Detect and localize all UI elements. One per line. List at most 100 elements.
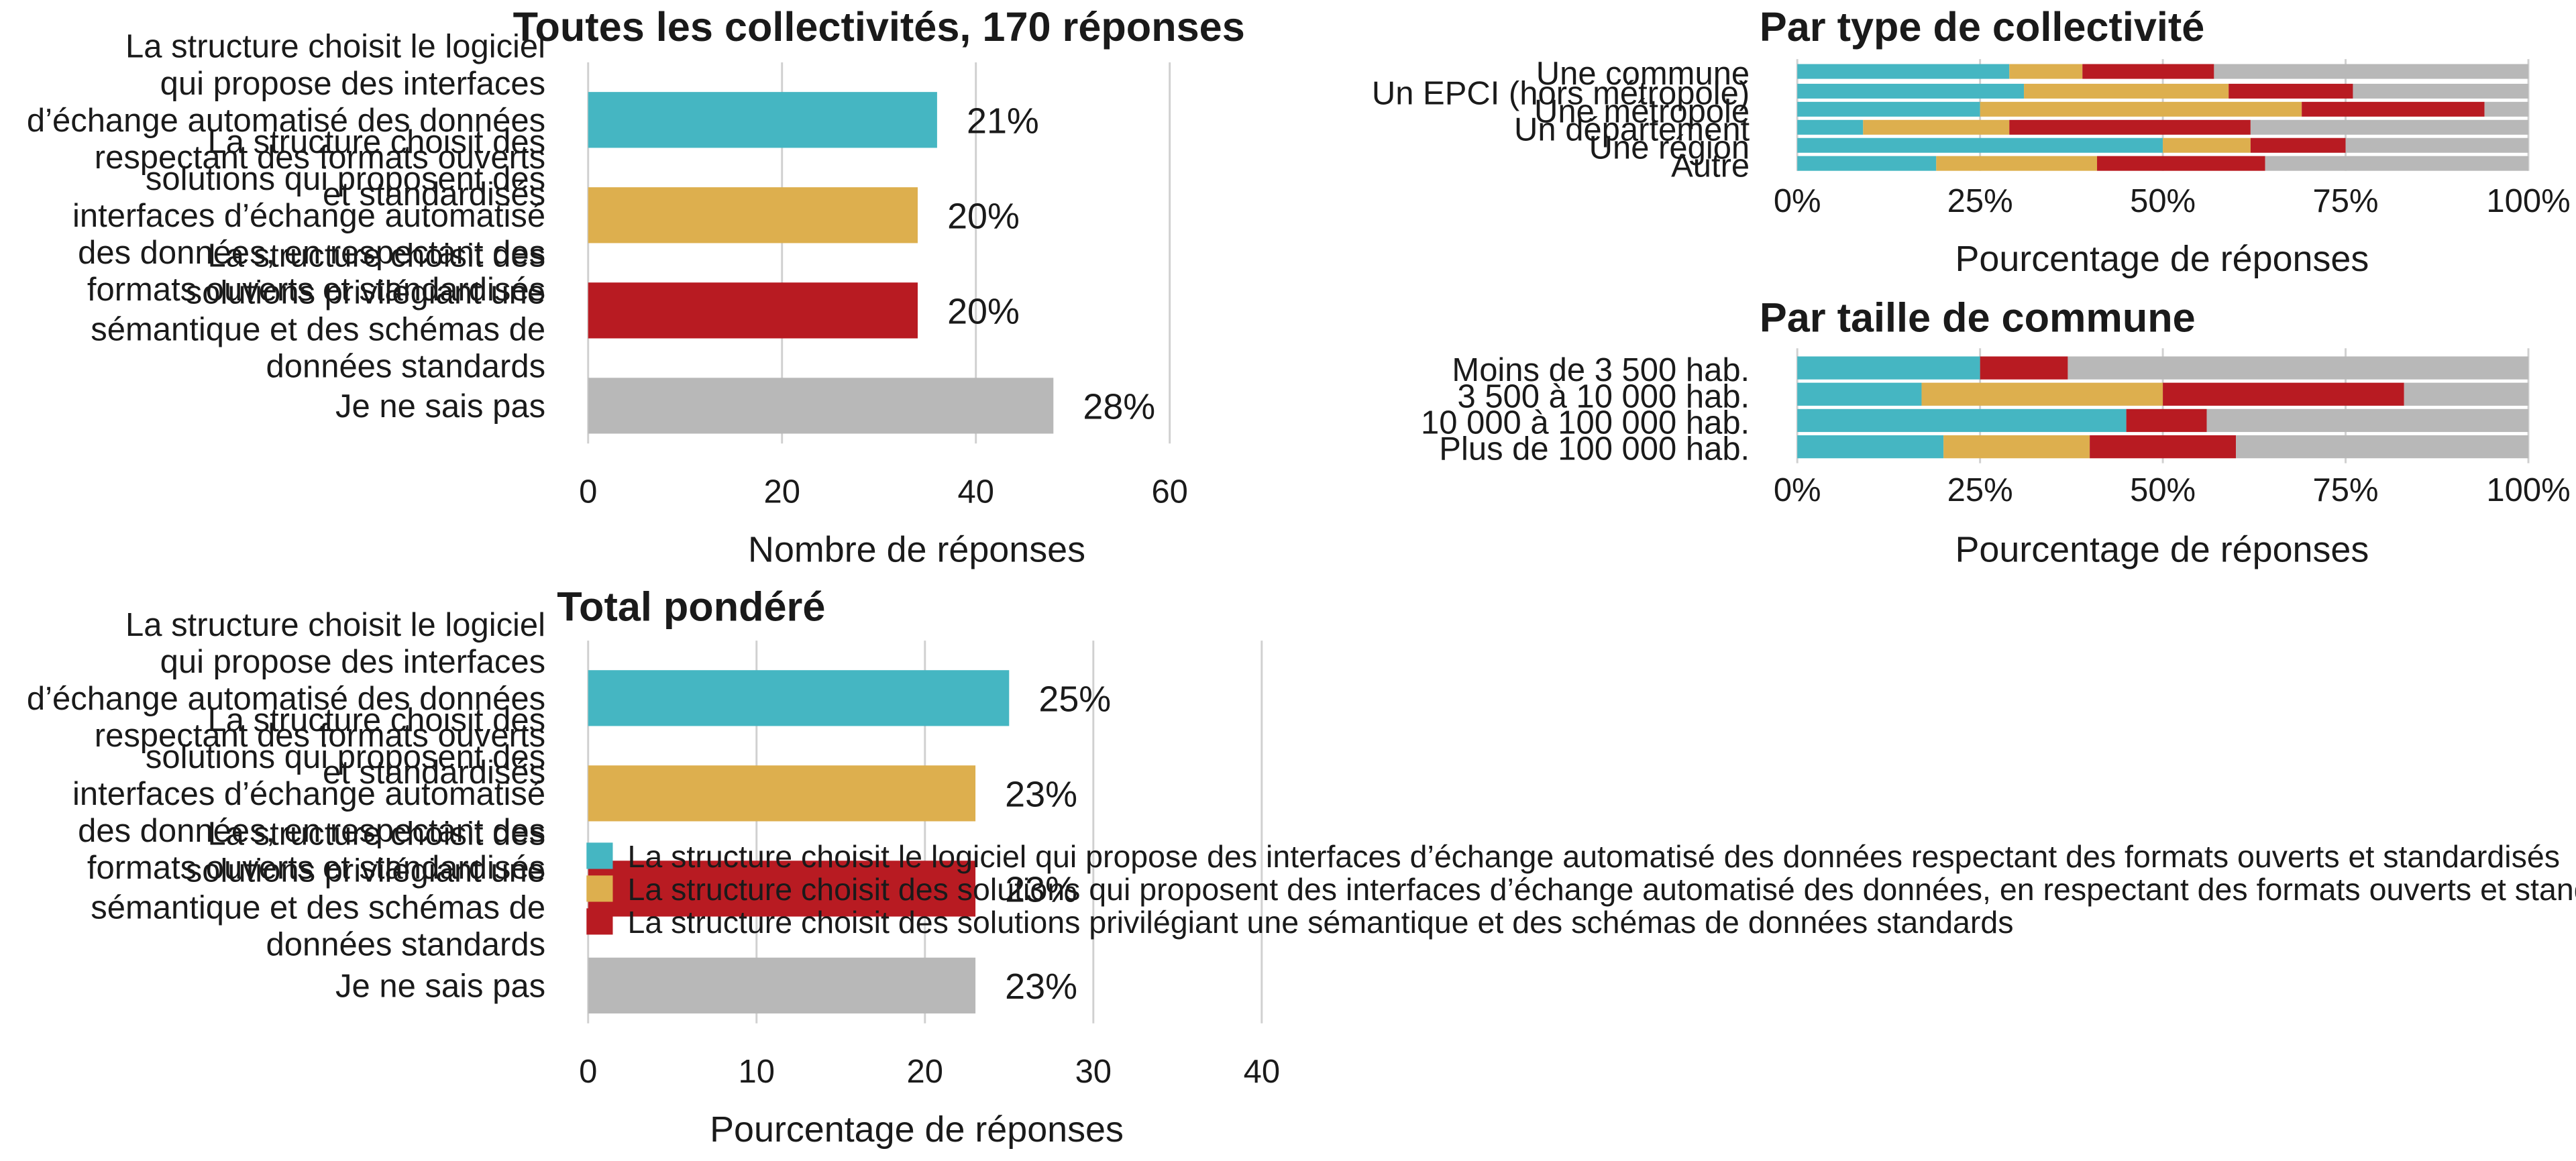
category-label-line: sémantique et des schémas de xyxy=(91,890,545,926)
legend-label: La structure choisit des solutions privi… xyxy=(628,905,2014,940)
stacked-segment xyxy=(2068,356,2529,380)
stacked-segment xyxy=(1943,435,2090,459)
bar xyxy=(588,861,976,917)
category-label: Une commune xyxy=(1536,56,1750,92)
stacked-segment xyxy=(1797,435,1944,459)
category-label-line: respectant des formats ouverts xyxy=(95,718,545,754)
legend-label: La structure choisit le logiciel qui pro… xyxy=(628,839,2560,874)
x-tick-label: 10 xyxy=(739,1054,775,1090)
stacked-segment xyxy=(2302,101,2485,117)
legend: La structure choisit le logiciel qui pro… xyxy=(586,839,2576,940)
stacked-segment xyxy=(2024,83,2229,99)
category-label: La structure choisit des solutions qui pr… xyxy=(72,124,545,308)
data-label: 23% xyxy=(1005,966,1077,1007)
x-tick-label: 50% xyxy=(2130,472,2196,508)
category-label-line: La structure choisit le logiciel xyxy=(125,29,545,65)
x-tick-label: 0 xyxy=(579,474,597,510)
category-label-line: Je ne sais pas xyxy=(335,388,545,425)
data-label: 28% xyxy=(1083,386,1155,427)
bars-weighted xyxy=(588,670,1010,1014)
category-labels-all: La structure choisit le logiciel qui prop… xyxy=(27,29,545,425)
stacked-segment xyxy=(1797,119,1864,135)
legend-swatch xyxy=(586,908,613,935)
bar xyxy=(588,187,918,243)
x-ticks-weighted: 0 10 20 30 40 xyxy=(579,1054,1280,1090)
bar xyxy=(588,92,937,148)
x-tick-label: 25% xyxy=(1947,472,2013,508)
bars-all xyxy=(588,92,1054,434)
category-label-line: respectant des formats ouverts xyxy=(95,140,545,176)
category-label-line: interfaces d’échange automatisé xyxy=(72,776,545,812)
bar xyxy=(588,957,976,1014)
stacked-segment xyxy=(2265,156,2529,171)
category-label-line: Je ne sais pas xyxy=(335,969,545,1005)
stacked-segment xyxy=(2009,119,2251,135)
stacked-segment xyxy=(2163,382,2404,406)
legend-swatch xyxy=(586,842,613,869)
x-tick-label: 100% xyxy=(2486,183,2570,219)
data-label: 23% xyxy=(1005,774,1077,814)
category-label-line: et standardisés xyxy=(323,176,545,213)
x-tick-label: 40 xyxy=(957,474,994,510)
category-label-line: d’échange automatisé des données xyxy=(27,681,545,717)
stacked-segment xyxy=(2404,382,2529,406)
bar xyxy=(588,670,1010,726)
category-label: Je ne sais pas xyxy=(335,388,545,425)
x-axis-label-weighted: Pourcentage de réponses xyxy=(710,1109,1124,1150)
stacked-segment xyxy=(2126,408,2207,433)
stacked-segment xyxy=(2214,64,2529,79)
category-label-line: La structure choisit le logiciel xyxy=(125,607,545,643)
x-axis-label-size: Pourcentage de réponses xyxy=(1955,530,2369,570)
x-tick-label: 100% xyxy=(2486,472,2570,508)
data-label: 20% xyxy=(947,196,1020,236)
stacked-segment xyxy=(1797,137,2163,153)
x-tick-label: 75% xyxy=(2313,472,2379,508)
stacked-segment xyxy=(2082,64,2214,79)
x-tick-label: 0% xyxy=(1774,472,1821,508)
category-labels-size: Moins de 3 500 hab.3 500 à 10 000 hab.10… xyxy=(1421,352,1750,467)
bars-size xyxy=(1797,356,2529,459)
category-labels-weighted: La structure choisit le logiciel qui prop… xyxy=(27,607,545,1005)
category-label-line: des données, en respectant des xyxy=(78,813,545,849)
data-label: 25% xyxy=(1038,679,1111,719)
category-label: Plus de 100 000 hab. xyxy=(1439,431,1750,467)
x-tick-label: 75% xyxy=(2313,183,2379,219)
stacked-segment xyxy=(2009,64,2083,79)
legend-swatch xyxy=(586,875,613,902)
x-tick-label: 20 xyxy=(907,1054,943,1090)
category-label: Un département xyxy=(1514,111,1750,148)
bar xyxy=(588,378,1054,434)
panel-weighted: 25% 23% 23% 23% 0 10 20 30 40 La structure choi… xyxy=(27,584,1280,1150)
data-labels-all: 21% 20% 20% 28% xyxy=(947,101,1155,427)
category-label: La structure choisit le logiciel qui prop… xyxy=(27,607,545,791)
title-all: Toutes les collectivités, 170 réponses xyxy=(513,4,1245,50)
category-label: Un EPCI (hors métropole) xyxy=(1372,76,1750,112)
stacked-segment xyxy=(1980,356,2068,380)
category-label-line: solutions qui proposent des xyxy=(146,739,545,775)
stacked-segment xyxy=(2250,119,2529,135)
x-tick-label: 30 xyxy=(1075,1054,1112,1090)
stacked-segment xyxy=(1936,156,2098,171)
category-label: Une région xyxy=(1589,129,1750,166)
category-label-line: sémantique et des schémas de xyxy=(91,312,545,348)
x-tick-label: 0% xyxy=(1774,183,1821,219)
x-tick-label: 40 xyxy=(1244,1054,1280,1090)
x-ticks-all: 0 20 40 60 xyxy=(579,474,1188,510)
stacked-segment xyxy=(1797,156,1937,171)
category-label-line: La structure choisit des xyxy=(208,816,546,852)
category-label: La structure choisit des solutions privil… xyxy=(91,237,545,384)
x-tick-label: 60 xyxy=(1151,474,1187,510)
data-label: 23% xyxy=(1005,870,1077,910)
x-axis-label-all: Nombre de réponses xyxy=(748,530,1085,570)
title-type: Par type de collectivité xyxy=(1760,4,2204,50)
x-ticks-size: 0% 25% 50% 75% 100% xyxy=(1774,472,2571,508)
category-label: La structure choisit des solutions qui pr… xyxy=(72,702,545,886)
stacked-segment xyxy=(2236,435,2529,459)
data-labels-weighted: 25% 23% 23% 23% xyxy=(1005,679,1111,1007)
stacked-segment xyxy=(1863,119,2010,135)
stacked-segment xyxy=(2353,83,2529,99)
